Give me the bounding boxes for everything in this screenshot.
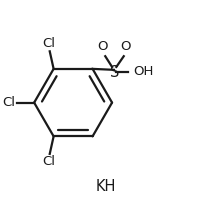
Text: O: O (97, 40, 107, 53)
Text: Cl: Cl (42, 37, 55, 50)
Text: Cl: Cl (3, 96, 16, 109)
Text: Cl: Cl (42, 155, 55, 168)
Text: KH: KH (95, 179, 116, 194)
Text: OH: OH (133, 65, 153, 78)
Text: S: S (109, 65, 118, 80)
Text: O: O (120, 40, 130, 53)
